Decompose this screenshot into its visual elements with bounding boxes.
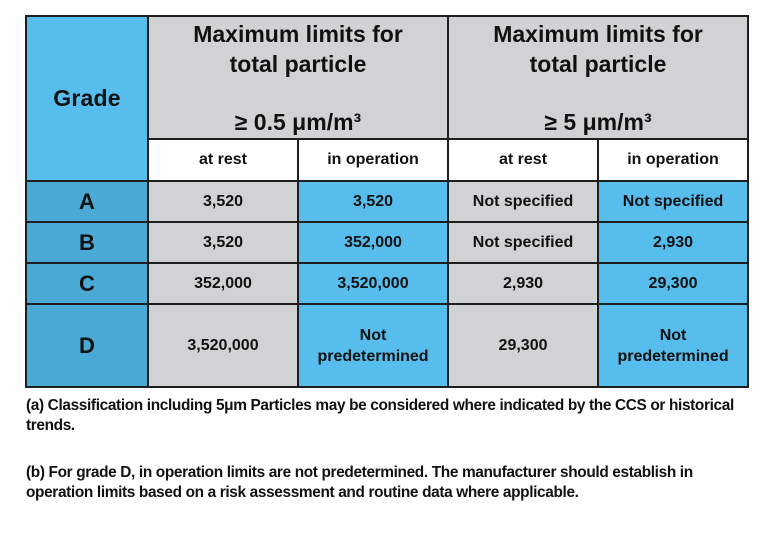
cell-value-line1: Not — [659, 326, 687, 344]
cell-d-5-in-operation: Not predetermined — [597, 303, 750, 388]
cell-value: 3,520,000 — [337, 275, 409, 292]
cell-b-5-at-rest: Not specified — [447, 221, 600, 264]
cell-value-line2: predetermined — [617, 347, 729, 365]
group-header-spacer — [149, 79, 447, 107]
cell-b-0-5-in-operation: 352,000 — [296, 221, 450, 264]
cell-c-0-5-at-rest: 352,000 — [147, 262, 299, 305]
footnote-b: (b) For grade D, in operation limits are… — [26, 464, 693, 501]
footnote-a: (a) Classification including 5μm Particl… — [26, 397, 734, 434]
cell-a-0-5-in-operation: 3,520 — [296, 180, 450, 223]
group-header-line1: Maximum limits for — [493, 20, 703, 47]
group-header-0-5-micron: Maximum limits for total particle ≥ 0.5 … — [146, 15, 450, 140]
cell-value: 3,520,000 — [187, 337, 259, 354]
cell-d-5-at-rest: 29,300 — [447, 303, 600, 388]
cell-c-0-5-in-operation: 3,520,000 — [296, 262, 450, 305]
cell-value: 3,520 — [352, 193, 394, 210]
cell-value-line2: predetermined — [317, 347, 429, 365]
footnotes: (a) Classification including 5μm Particl… — [26, 396, 761, 503]
group-header-spacer — [449, 79, 747, 107]
cell-value: 2,930 — [653, 234, 694, 251]
table-row-grade-c: C 352,000 3,520,000 2,930 29,300 — [25, 262, 750, 305]
cell-value: Not specified — [622, 193, 724, 210]
cell-c-5-at-rest: 2,930 — [447, 262, 600, 305]
cell-value: Not specified — [472, 193, 574, 210]
cell-a-5-at-rest: Not specified — [447, 180, 600, 223]
group-header-row: Grade Maximum limits for total particle … — [25, 15, 750, 182]
cell-a-5-in-operation: Not specified — [597, 180, 750, 223]
group-header-particle-size: ≥ 0.5 μm/m³ — [234, 108, 362, 135]
grade-header-label: Grade — [53, 85, 121, 111]
cell-value: Not specified — [472, 234, 574, 251]
group-header-line2: total particle — [529, 50, 667, 77]
subheader-5-at-rest: at rest — [447, 138, 600, 182]
grade-label-a: A — [25, 180, 149, 223]
grade-label-d: D — [25, 303, 149, 388]
table-row-grade-b: B 3,520 352,000 Not specified 2,930 — [25, 221, 750, 264]
cell-c-5-in-operation: 29,300 — [597, 262, 750, 305]
cell-a-0-5-at-rest: 3,520 — [147, 180, 299, 223]
table-row-grade-d: D 3,520,000 Not predetermined 29,300 Not… — [25, 303, 750, 388]
grade-label-c: C — [25, 262, 149, 305]
cell-d-0-5-at-rest: 3,520,000 — [147, 303, 299, 388]
cell-value-line1: Not — [359, 326, 387, 344]
cell-value: 2,930 — [502, 275, 544, 292]
particle-limits-table: Grade Maximum limits for total particle … — [25, 15, 750, 388]
table-row-grade-a: A 3,520 3,520 Not specified Not specifie… — [25, 180, 750, 223]
subheader-5-in-operation: in operation — [597, 138, 750, 182]
group-header-line1: Maximum limits for — [193, 20, 403, 47]
cell-value: 29,300 — [498, 337, 548, 354]
subheader-0-5-in-operation: in operation — [296, 138, 450, 182]
cell-d-0-5-in-operation: Not predetermined — [296, 303, 450, 388]
grade-label-b: B — [25, 221, 149, 264]
grade-column-header: Grade — [25, 15, 149, 182]
cell-value: 3,520 — [202, 193, 244, 210]
group-header-5-micron: Maximum limits for total particle ≥ 5 μm… — [447, 15, 750, 140]
cell-value: 3,520 — [202, 234, 244, 251]
sub-header-row: at rest in operation at rest in operatio… — [26, 138, 750, 182]
group-header-particle-size: ≥ 5 μm/m³ — [544, 108, 652, 135]
cell-b-0-5-at-rest: 3,520 — [147, 221, 299, 264]
subheader-0-5-at-rest: at rest — [147, 138, 299, 182]
cell-value: 352,000 — [194, 275, 252, 292]
cell-b-5-in-operation: 2,930 — [597, 221, 750, 264]
cell-value: 352,000 — [344, 234, 402, 251]
cell-value: 29,300 — [648, 275, 698, 292]
group-header-line2: total particle — [229, 50, 367, 77]
